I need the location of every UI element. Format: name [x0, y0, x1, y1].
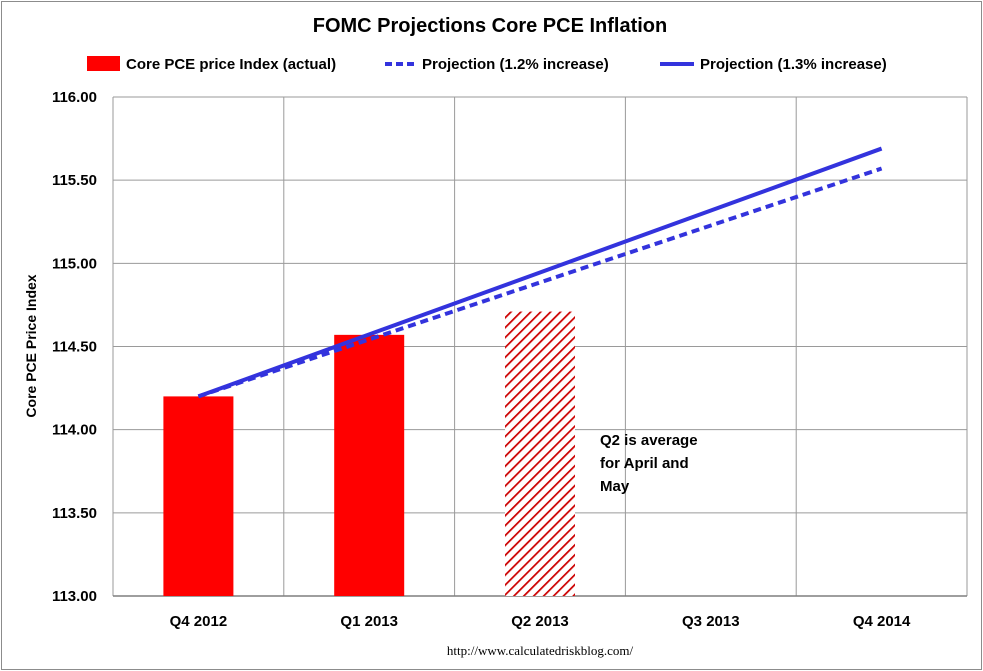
annotation-line: May: [600, 478, 630, 495]
legend-swatch-actual: [87, 56, 120, 71]
y-tick-label: 113.50: [52, 505, 97, 522]
projection-line-1-2pct: [197, 166, 883, 399]
legend-label-proj-12: Projection (1.2% increase): [422, 56, 609, 73]
bar-q2-2013: [505, 311, 575, 596]
annotation: Q2 is average for April and May: [600, 432, 698, 495]
y-tick-label: 115.00: [52, 255, 97, 272]
legend: Core PCE price Index (actual) Projection…: [87, 56, 887, 73]
y-tick-label: 115.50: [52, 172, 97, 189]
y-axis-label: Core PCE Price Index: [23, 274, 39, 417]
bar-q1-2013: [334, 334, 405, 596]
y-tick-label: 113.00: [52, 588, 97, 605]
chart-title: FOMC Projections Core PCE Inflation: [313, 15, 667, 37]
y-tick-label: 114.50: [52, 339, 97, 356]
annotation-line: Q2 is average: [600, 432, 698, 449]
y-tick-labels: 113.00 113.50 114.00 114.50 115.00 115.50 116.…: [52, 89, 97, 605]
source-url: http://www.calculatedriskblog.com/: [447, 643, 634, 658]
x-tick-label: Q3 2013: [682, 613, 740, 630]
x-tick-labels: Q4 2012 Q1 2013 Q2 2013 Q3 2013 Q4 2014: [170, 613, 911, 630]
bar-q4-2012: [163, 396, 234, 596]
y-tick-label: 114.00: [52, 422, 97, 439]
projection-line-1-3pct: [197, 146, 883, 399]
x-tick-label: Q2 2013: [511, 613, 569, 630]
annotation-line: for April and: [600, 455, 689, 472]
legend-label-actual: Core PCE price Index (actual): [126, 56, 336, 73]
legend-label-proj-13: Projection (1.3% increase): [700, 56, 887, 73]
projection-lines: [197, 146, 883, 399]
x-tick-label: Q4 2012: [170, 613, 228, 630]
y-tick-label: 116.00: [52, 89, 97, 106]
x-tick-label: Q4 2014: [853, 613, 911, 630]
x-tick-label: Q1 2013: [340, 613, 398, 630]
bars: [163, 311, 575, 596]
